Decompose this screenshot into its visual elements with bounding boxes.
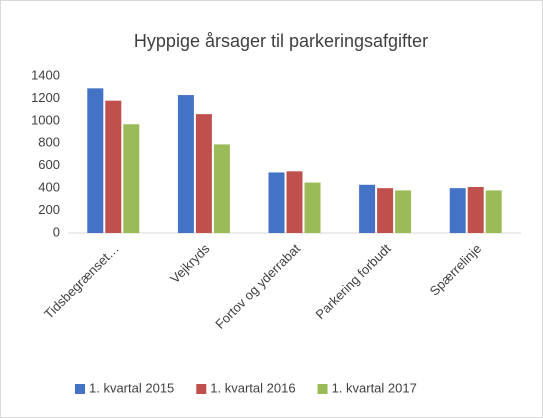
bar — [286, 171, 303, 233]
legend-label: 1. kvartal 2017 — [332, 380, 417, 395]
bar — [195, 114, 212, 233]
bar — [105, 100, 122, 234]
y-tick-label: 0 — [53, 224, 60, 239]
bar — [304, 182, 321, 233]
legend-label: 1. kvartal 2015 — [89, 380, 174, 395]
bar — [213, 144, 230, 233]
bar — [87, 88, 104, 233]
legend-swatch — [196, 384, 207, 394]
bar — [449, 188, 466, 233]
chart-title: Hyppige årsager til parkeringsafgifter — [134, 31, 428, 51]
legend-swatch — [317, 384, 328, 394]
bar — [268, 172, 285, 233]
bar — [485, 190, 502, 233]
y-tick-label: 1000 — [31, 112, 60, 127]
bar — [359, 184, 376, 233]
y-tick-label: 800 — [38, 135, 60, 150]
bar — [123, 124, 140, 233]
y-tick-label: 1400 — [31, 67, 60, 82]
bar — [177, 95, 194, 233]
y-tick-label: 200 — [38, 202, 60, 217]
y-tick-label: 600 — [38, 157, 60, 172]
y-tick-label: 1200 — [31, 90, 60, 105]
legend-swatch — [75, 384, 85, 394]
bar — [377, 188, 394, 233]
legend-label: 1. kvartal 2016 — [210, 380, 295, 395]
bar — [467, 187, 484, 233]
y-tick-label: 400 — [38, 180, 60, 195]
bar — [395, 190, 412, 233]
